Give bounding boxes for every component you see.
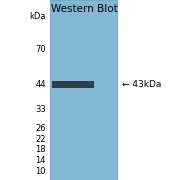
Text: 70: 70 bbox=[35, 45, 46, 54]
Text: Western Blot: Western Blot bbox=[51, 4, 118, 14]
Text: 33: 33 bbox=[35, 105, 46, 114]
Text: 44: 44 bbox=[35, 80, 46, 89]
Bar bbox=[50, 0, 117, 180]
Text: ← 43kDa: ← 43kDa bbox=[122, 80, 162, 89]
Text: 10: 10 bbox=[35, 167, 46, 176]
Text: 22: 22 bbox=[35, 135, 46, 144]
Text: 14: 14 bbox=[35, 156, 46, 165]
Text: 26: 26 bbox=[35, 124, 46, 133]
Text: 18: 18 bbox=[35, 145, 46, 154]
Bar bbox=[52, 81, 94, 88]
Text: kDa: kDa bbox=[29, 12, 46, 21]
